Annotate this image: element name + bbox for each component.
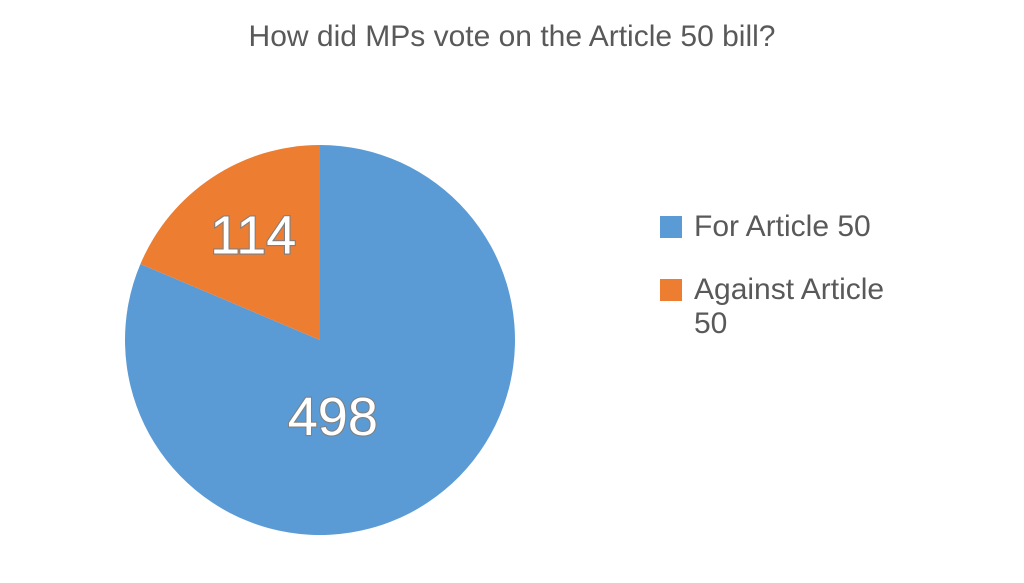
legend: For Article 50 Against Article 50 [660, 210, 894, 370]
legend-item-1: Against Article 50 [660, 273, 894, 342]
legend-item-0: For Article 50 [660, 210, 894, 245]
legend-label-1: Against Article 50 [694, 273, 894, 342]
legend-swatch-0 [660, 216, 682, 238]
legend-label-0: For Article 50 [694, 210, 871, 245]
pie-slice-label-against: 114 [210, 205, 296, 265]
chart-title: How did MPs vote on the Article 50 bill? [0, 20, 1024, 54]
pie-chart: How did MPs vote on the Article 50 bill?… [0, 0, 1024, 583]
legend-swatch-1 [660, 279, 682, 301]
pie-area: 498 114 [105, 125, 535, 560]
pie-slice-label-for: 498 [288, 387, 378, 447]
pie-svg: 498 114 [105, 125, 535, 555]
